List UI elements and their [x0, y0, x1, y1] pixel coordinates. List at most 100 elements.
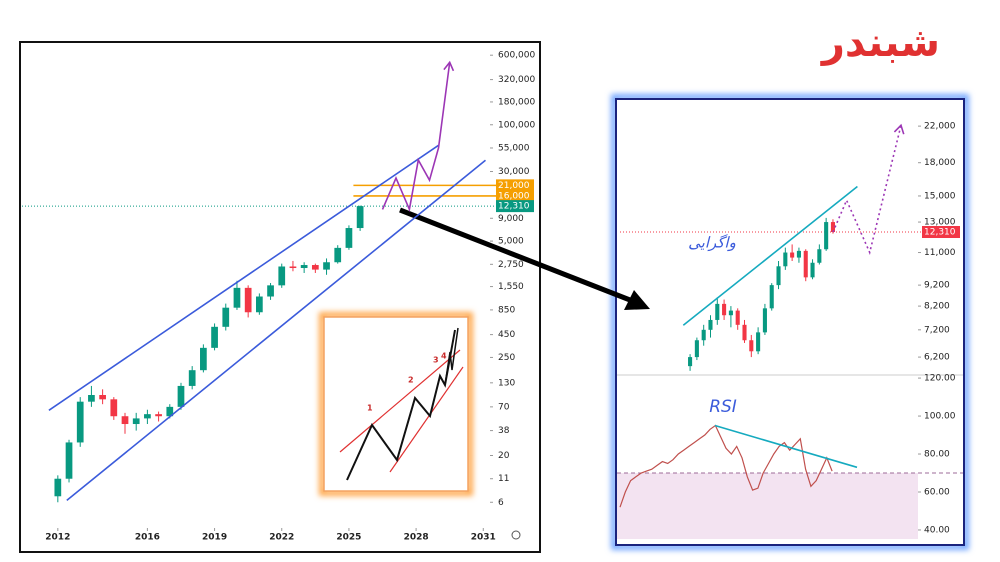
- candle-body: [701, 329, 706, 341]
- y-tick-label: 13,000: [924, 218, 956, 228]
- y-tick-label: 2,750: [498, 260, 524, 270]
- candle-body: [323, 262, 330, 270]
- candle-body: [334, 247, 342, 263]
- connector-arrow: [399, 207, 631, 303]
- settings-icon: [511, 530, 521, 540]
- candle-body: [790, 252, 795, 258]
- candle-body: [54, 478, 62, 497]
- y-tick-label: 9,000: [498, 214, 524, 224]
- candle-body: [749, 340, 754, 352]
- y-tick-label: 18,000: [924, 158, 956, 168]
- x-tick-label: 2028: [404, 533, 429, 543]
- candle-body: [155, 414, 162, 417]
- candle-body: [722, 303, 727, 316]
- page-title: شبندر: [820, 20, 940, 66]
- candle-body: [132, 418, 140, 425]
- oversold-zone: [617, 473, 918, 539]
- y-tick-label: 70: [498, 402, 510, 412]
- inset-label: 1: [367, 404, 373, 413]
- candle-body: [735, 310, 740, 325]
- candle-body: [796, 250, 801, 258]
- candle-body: [233, 287, 241, 308]
- price-tag-label: 12,310: [498, 202, 530, 212]
- candle-body: [200, 347, 207, 371]
- y-tick-label: 60.00: [924, 487, 950, 497]
- y-tick-label: 38: [498, 426, 510, 436]
- y-tick-label: 130: [498, 378, 515, 388]
- price-tag-label: 16,000: [498, 191, 530, 201]
- y-tick-label: 250: [498, 353, 515, 363]
- candle-body: [345, 228, 353, 248]
- candle-body: [728, 310, 733, 316]
- candle-body: [311, 265, 319, 270]
- inset-wave: [444, 327, 459, 386]
- candle-body: [803, 250, 808, 278]
- y-tick-label: 320,000: [498, 75, 535, 85]
- candle-body: [256, 296, 263, 313]
- candle-body: [688, 357, 693, 367]
- y-tick-label: 55,000: [498, 143, 530, 153]
- candle-body: [110, 399, 118, 417]
- y-tick-label: 850: [498, 305, 515, 315]
- x-tick-label: 2012: [45, 533, 70, 543]
- x-tick-label: 2019: [202, 533, 227, 543]
- candle-body: [762, 308, 767, 333]
- y-tick-label: 120.00: [924, 374, 956, 384]
- y-tick-label: 6,200: [924, 353, 950, 363]
- candle-body: [776, 266, 781, 286]
- y-tick-label: 100,000: [498, 120, 535, 130]
- divergence-label: واگرایی: [688, 234, 736, 252]
- candle-body: [177, 385, 185, 407]
- candle-body: [356, 206, 364, 229]
- inset-label: 2: [408, 376, 414, 385]
- x-tick-label: 2031: [471, 533, 496, 543]
- arrowhead: [893, 123, 905, 135]
- candle-body: [810, 262, 815, 278]
- candle-body: [817, 249, 822, 263]
- candle-body: [65, 442, 73, 479]
- candle-body: [278, 266, 286, 286]
- candle-body: [300, 265, 308, 269]
- candle-body: [289, 266, 297, 269]
- candle-body: [188, 370, 196, 386]
- inset-wave: [346, 329, 456, 481]
- y-tick-label: 6: [498, 498, 504, 508]
- inset-label: 3: [433, 356, 439, 365]
- y-tick-label: 11: [498, 474, 509, 484]
- price-tag-label: 12,310: [924, 228, 956, 238]
- y-tick-label: 180,000: [498, 97, 535, 107]
- y-tick-label: 30,000: [498, 167, 530, 177]
- candle-body: [88, 395, 95, 402]
- inset-channel: [339, 349, 461, 453]
- drawn-line: [66, 159, 487, 502]
- drawn-line: [381, 62, 451, 213]
- x-tick-label: 2022: [269, 533, 294, 543]
- candle-body: [708, 319, 713, 330]
- inset-glow: [319, 312, 473, 496]
- candle-body: [99, 395, 106, 400]
- candle-body: [830, 222, 835, 233]
- price-tag: [496, 189, 534, 202]
- candle-body: [769, 285, 774, 309]
- price-tag: [496, 179, 534, 192]
- y-tick-label: 40.00: [924, 525, 950, 535]
- price-tag: [496, 200, 534, 213]
- inset-label: 4: [441, 352, 447, 361]
- x-tick-label: 2025: [336, 533, 361, 543]
- drawn-line: [48, 144, 439, 411]
- candle-body: [824, 222, 829, 250]
- candle-body: [244, 287, 252, 313]
- drawn-line: [714, 424, 858, 469]
- arrowhead: [443, 60, 455, 72]
- y-tick-label: 8,200: [924, 302, 950, 312]
- y-tick-label: 22,000: [924, 122, 956, 132]
- y-tick-label: 100.00: [924, 412, 956, 422]
- y-tick-label: 5,000: [498, 237, 524, 247]
- candle-body: [756, 332, 761, 352]
- indicator-title: RSI: [709, 397, 737, 417]
- candle-body: [166, 406, 174, 417]
- candle-body: [144, 414, 151, 419]
- y-tick-label: 600,000: [498, 51, 535, 61]
- price-tag: [922, 226, 960, 239]
